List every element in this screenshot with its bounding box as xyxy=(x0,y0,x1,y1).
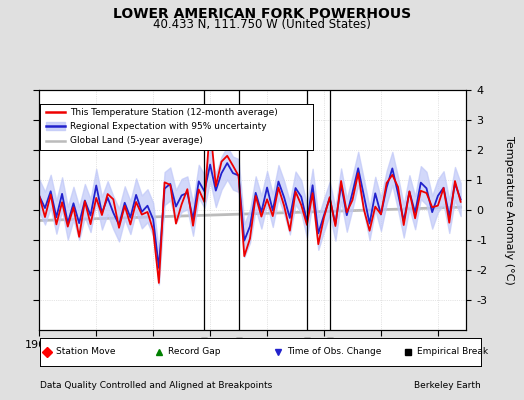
Text: Station Move: Station Move xyxy=(56,348,115,356)
Text: Global Land (5-year average): Global Land (5-year average) xyxy=(70,136,203,145)
Text: Regional Expectation with 95% uncertainty: Regional Expectation with 95% uncertaint… xyxy=(70,122,267,130)
Text: Empirical Break: Empirical Break xyxy=(417,348,488,356)
Text: Berkeley Earth: Berkeley Earth xyxy=(414,381,481,390)
Text: 40.433 N, 111.750 W (United States): 40.433 N, 111.750 W (United States) xyxy=(153,18,371,31)
Text: Data Quality Controlled and Aligned at Breakpoints: Data Quality Controlled and Aligned at B… xyxy=(40,381,272,390)
Text: Record Gap: Record Gap xyxy=(168,348,221,356)
Text: Time of Obs. Change: Time of Obs. Change xyxy=(287,348,381,356)
Text: This Temperature Station (12-month average): This Temperature Station (12-month avera… xyxy=(70,108,278,117)
Text: LOWER AMERICAN FORK POWERHOUS: LOWER AMERICAN FORK POWERHOUS xyxy=(113,7,411,21)
Y-axis label: Temperature Anomaly (°C): Temperature Anomaly (°C) xyxy=(504,136,514,284)
